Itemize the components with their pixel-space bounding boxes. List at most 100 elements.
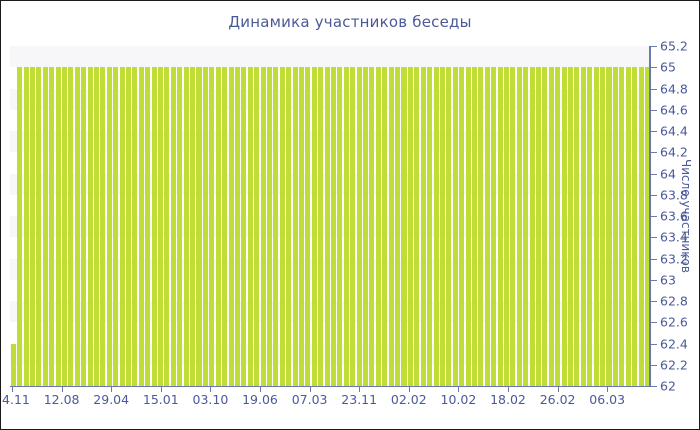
bar — [593, 67, 599, 386]
y-axis-tick — [651, 173, 657, 175]
plot-area — [10, 46, 650, 386]
bar — [452, 67, 458, 386]
x-axis-tick-label: 15.01 — [142, 392, 179, 407]
bar — [190, 67, 196, 386]
bar — [363, 67, 369, 386]
bar — [478, 67, 484, 386]
y-axis-tick-label: 63.4 — [660, 229, 688, 245]
bar — [164, 67, 170, 386]
bar — [74, 67, 80, 386]
y-axis: 65.2 65 64.8 64.6 64.4 64.2 64 63.8 63.6 63.4 63.2… — [649, 39, 688, 394]
bar — [279, 67, 285, 386]
y-axis-tick-label: 62.4 — [660, 336, 688, 351]
bar — [369, 67, 375, 386]
bar — [234, 67, 240, 386]
bar — [331, 67, 337, 386]
y-axis-title-label: Число участников — [679, 159, 693, 273]
background-band — [10, 301, 650, 323]
x-axis-tick — [458, 387, 460, 392]
bar — [510, 67, 516, 386]
bar — [523, 67, 529, 386]
y-axis-tick — [651, 279, 657, 281]
y-axis-tick — [651, 237, 657, 239]
y-axis-tick-label: 63.2 — [660, 251, 688, 266]
bar — [247, 67, 253, 386]
background-band — [10, 258, 650, 280]
y-axis-tick — [651, 67, 657, 69]
y-axis-title: Число участников — [677, 46, 695, 386]
bar — [644, 67, 650, 386]
x-axis-tick — [309, 387, 311, 392]
bar — [196, 67, 202, 386]
y-axis-tick-label: 64.4 — [660, 123, 688, 139]
bar — [17, 67, 23, 386]
bar — [497, 67, 503, 386]
background-bands — [10, 46, 650, 386]
bar — [202, 67, 208, 386]
bar — [81, 67, 87, 386]
bar — [433, 67, 439, 386]
y-axis-tick — [651, 46, 657, 47]
bar — [55, 67, 61, 386]
y-axis-tick — [651, 258, 657, 260]
bar — [375, 67, 381, 386]
bar — [286, 67, 292, 386]
bar — [350, 67, 356, 386]
y-axis-tick-label: 64.8 — [660, 81, 688, 96]
bar — [113, 67, 119, 386]
bar — [126, 67, 132, 386]
y-axis-tick-label: 63.8 — [660, 187, 688, 203]
background-band — [10, 88, 650, 110]
x-axis-tick — [61, 387, 63, 392]
bar — [574, 67, 580, 386]
bar — [132, 67, 138, 386]
x-axis-tick — [111, 387, 113, 392]
y-axis-tick-label: 65 — [660, 59, 676, 75]
x-axis-tick-label: 07.03 — [291, 392, 328, 407]
bar — [600, 67, 606, 386]
y-axis-tick-label: 62.6 — [660, 314, 688, 330]
x-axis-tick — [508, 387, 509, 392]
bar — [382, 67, 388, 386]
y-axis-tick-label: 64 — [660, 166, 676, 181]
chart-title: Динамика участников беседы — [228, 13, 472, 31]
y-axis-tick-label: 62.2 — [660, 357, 688, 373]
bar — [215, 67, 221, 386]
bar — [503, 67, 509, 386]
bar — [273, 67, 279, 386]
bar — [388, 67, 394, 386]
bar — [324, 67, 330, 386]
bar — [145, 67, 151, 386]
bar — [106, 67, 112, 386]
x-axis-tick-label: 03.10 — [192, 392, 229, 407]
bar — [93, 67, 99, 386]
background-band — [10, 131, 650, 153]
bar — [100, 67, 106, 386]
bar — [292, 67, 298, 386]
bar — [209, 67, 215, 386]
background-band — [10, 46, 650, 68]
x-axis-tick — [210, 387, 212, 392]
bar — [305, 67, 311, 386]
bar — [459, 67, 465, 386]
bar — [446, 67, 452, 386]
bar — [491, 67, 497, 386]
bar — [625, 67, 631, 386]
x-axis-tick-label: 19.06 — [242, 392, 278, 407]
bar — [36, 67, 42, 386]
x-axis-tick-label: 10.02 — [440, 392, 477, 407]
x-axis-tick-label: 23.11 — [341, 392, 378, 407]
bar — [356, 67, 362, 386]
bar — [138, 67, 144, 386]
bar — [606, 67, 612, 386]
background-band — [10, 343, 650, 365]
bar — [548, 67, 554, 386]
bar — [177, 67, 183, 386]
bar — [529, 67, 535, 386]
y-axis-tick-label: 64.2 — [660, 144, 688, 160]
bar — [587, 67, 593, 386]
y-axis-tick — [651, 88, 657, 90]
bar — [561, 67, 567, 386]
x-axis-tick-label: 26.02 — [539, 392, 576, 407]
bar — [61, 67, 67, 386]
